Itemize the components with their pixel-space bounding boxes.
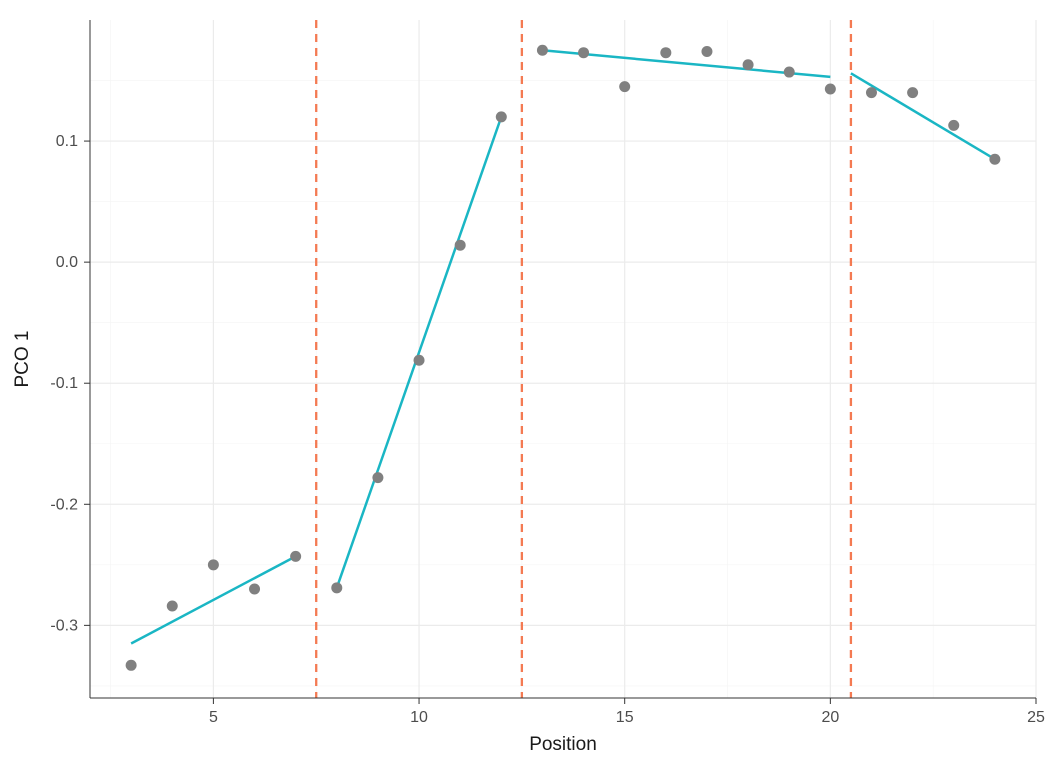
y-tick-label: -0.3 (50, 617, 78, 634)
data-point (414, 355, 425, 366)
data-point (496, 111, 507, 122)
y-tick-label: -0.1 (50, 375, 78, 392)
data-point (743, 59, 754, 70)
data-point (948, 120, 959, 131)
y-tick-label: 0.0 (56, 254, 78, 271)
data-point (825, 84, 836, 95)
x-tick-label: 20 (821, 709, 839, 726)
data-point (126, 660, 137, 671)
chart-container: 5 10 15 20 25 -0.3 -0.2 -0.1 0.0 0.1 Position PCO 1 (0, 0, 1056, 768)
data-point (989, 154, 1000, 165)
data-point (660, 47, 671, 58)
data-point (208, 559, 219, 570)
data-point (578, 47, 589, 58)
scatter-chart: 5 10 15 20 25 -0.3 -0.2 -0.1 0.0 0.1 Position PCO 1 (0, 0, 1056, 768)
data-point (167, 600, 178, 611)
data-point (455, 240, 466, 251)
data-point (907, 87, 918, 98)
data-point (537, 45, 548, 56)
y-tick-label: 0.1 (56, 133, 78, 150)
data-point (331, 582, 342, 593)
data-point (290, 551, 301, 562)
y-axis-title: PCO 1 (12, 330, 33, 387)
x-tick-label: 15 (616, 709, 634, 726)
x-tick-label: 25 (1027, 709, 1045, 726)
y-tick-label: -0.2 (50, 496, 78, 513)
data-point (372, 472, 383, 483)
x-tick-label: 10 (410, 709, 428, 726)
data-point (619, 81, 630, 92)
x-tick-label: 5 (209, 709, 218, 726)
plot-panel (90, 20, 1036, 698)
data-point (701, 46, 712, 57)
data-point (866, 87, 877, 98)
data-point (249, 584, 260, 595)
data-point (784, 67, 795, 78)
x-axis-title: Position (529, 734, 597, 755)
